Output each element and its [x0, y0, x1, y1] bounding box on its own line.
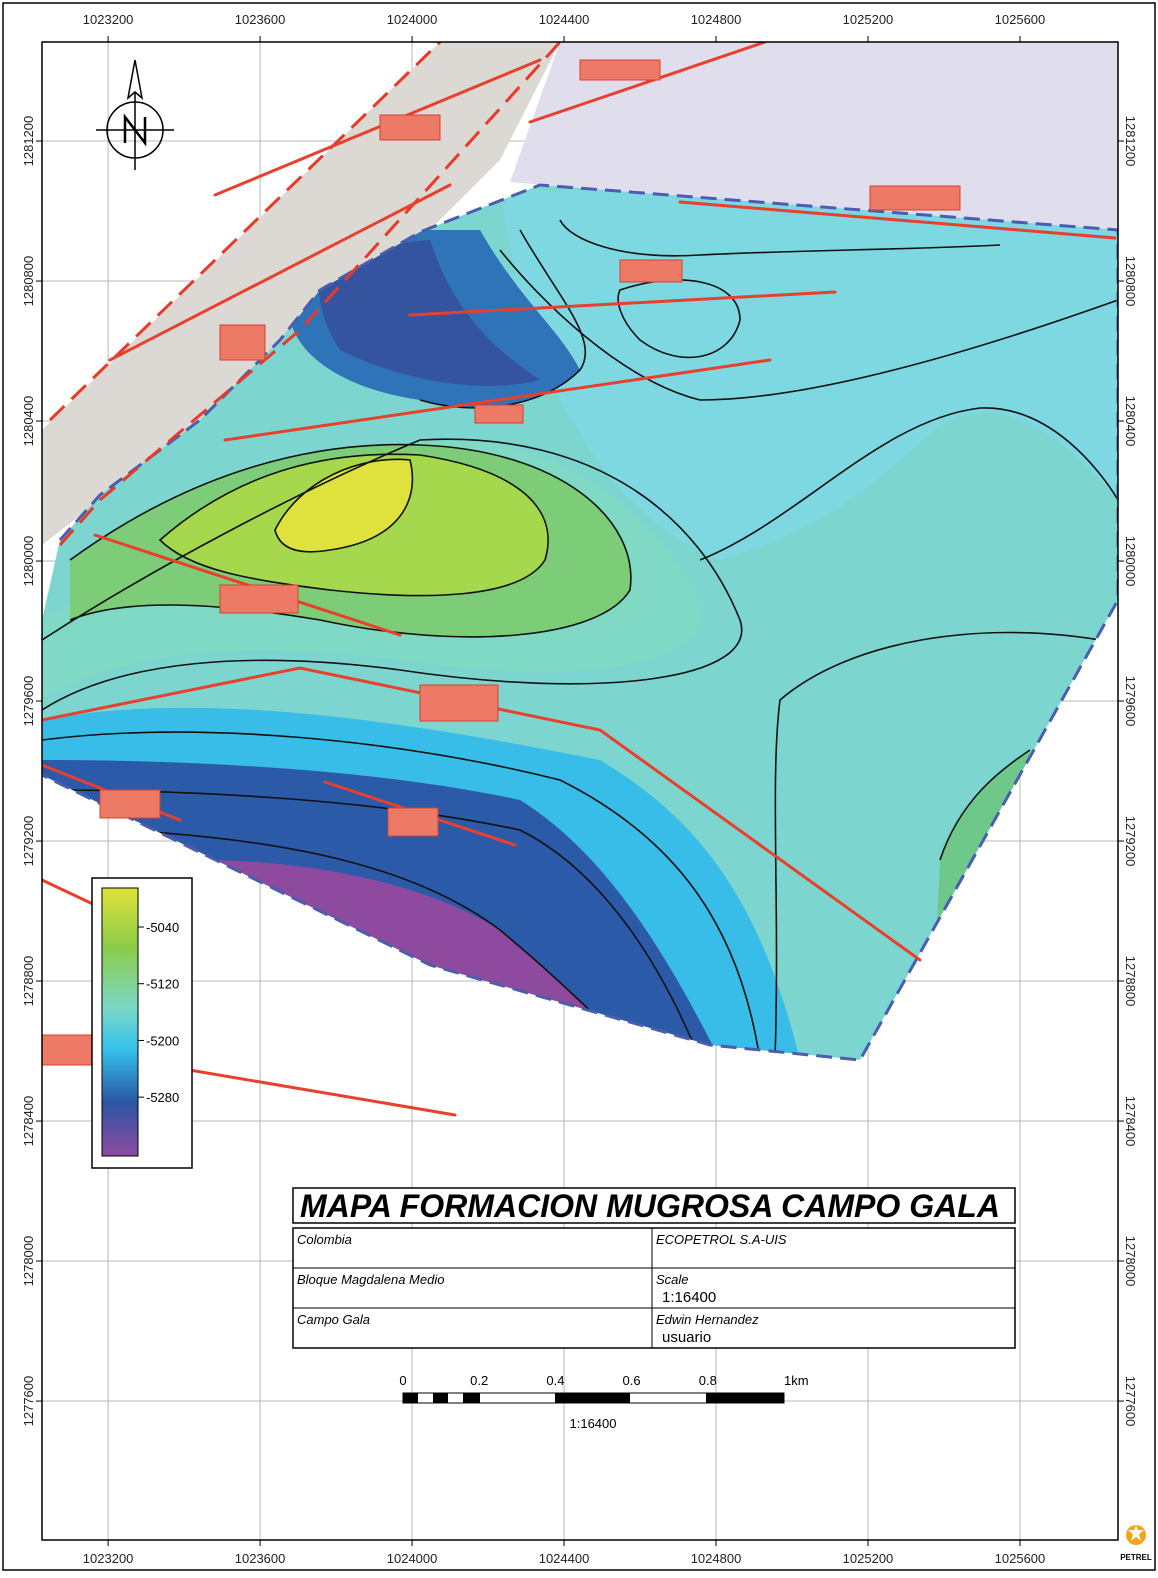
scale-label: 0.6 [623, 1373, 641, 1388]
y-tick-label: 1278400 [21, 1096, 36, 1147]
y-tick-label: 1280000 [21, 536, 36, 587]
colorbar-label: -5200 [146, 1033, 179, 1048]
scale-label: 0.4 [546, 1373, 564, 1388]
y-tick-label: 1279600 [21, 676, 36, 727]
y-tick-label: 1278800 [1123, 956, 1138, 1007]
map-content [42, 42, 1118, 1115]
y-tick-label: 1280000 [1123, 536, 1138, 587]
scale-label: 0.8 [699, 1373, 717, 1388]
x-tick-label: 1024400 [539, 12, 590, 27]
scale-label: 0 [399, 1373, 406, 1388]
scale-label: 1km [784, 1373, 809, 1388]
x-tick-label: 1024000 [387, 1551, 438, 1566]
scale-bar: 1:16400 0 0.2 0.4 0.6 0.8 1km [399, 1373, 808, 1431]
x-tick-label: 1023600 [235, 12, 286, 27]
y-tick-label: 1280800 [21, 256, 36, 307]
colorbar-label: -5120 [146, 977, 179, 992]
logo: PETREL [1120, 1525, 1152, 1562]
x-tick-label: 1025200 [843, 1551, 894, 1566]
x-tick-label: 1023200 [83, 12, 134, 27]
scale-label: 0.2 [470, 1373, 488, 1388]
logo-text: PETREL [1120, 1553, 1152, 1562]
map-title: MAPA FORMACION MUGROSA CAMPO GALA [300, 1188, 1000, 1224]
map-page: -5040 -5120 -5200 -5280 MAPA FORMACION MUGR… [0, 0, 1158, 1573]
x-tick-label: 1024800 [691, 1551, 742, 1566]
x-tick-label: 1025600 [995, 1551, 1046, 1566]
x-tick-label: 1023600 [235, 1551, 286, 1566]
y-tick-label: 1280400 [21, 396, 36, 447]
y-tick-label: 1278800 [21, 956, 36, 1007]
y-tick-label: 1278400 [1123, 1096, 1138, 1147]
y-tick-label: 1280800 [1123, 256, 1138, 307]
table-cell: Bloque Magdalena Medio [297, 1272, 444, 1287]
info-table: MAPA FORMACION MUGROSA CAMPO GALA Colomb… [293, 1188, 1015, 1348]
colorbar-label: -5040 [146, 920, 179, 935]
x-tick-label: 1023200 [83, 1551, 134, 1566]
x-tick-label: 1024400 [539, 1551, 590, 1566]
y-tick-label: 1281200 [21, 116, 36, 167]
y-tick-label: 1281200 [1123, 116, 1138, 167]
table-cell: usuario [662, 1329, 711, 1346]
scale-ratio: 1:16400 [570, 1416, 617, 1431]
x-tick-label: 1025600 [995, 12, 1046, 27]
colorbar-label: -5280 [146, 1090, 179, 1105]
y-tick-label: 1277600 [1123, 1376, 1138, 1427]
y-tick-label: 1279600 [1123, 676, 1138, 727]
y-tick-label: 1279200 [1123, 816, 1138, 867]
y-tick-label: 1280400 [1123, 396, 1138, 447]
y-tick-label: 1278000 [1123, 1236, 1138, 1287]
table-cell: Colombia [297, 1232, 352, 1247]
y-tick-label: 1278000 [21, 1236, 36, 1287]
table-cell: ECOPETROL S.A-UIS [656, 1232, 787, 1247]
y-tick-label: 1279200 [21, 816, 36, 867]
y-tick-label: 1277600 [21, 1376, 36, 1427]
table-cell: Campo Gala [297, 1312, 370, 1327]
x-tick-label: 1025200 [843, 12, 894, 27]
table-cell: 1:16400 [662, 1289, 716, 1306]
x-tick-label: 1024000 [387, 12, 438, 27]
table-cell: Scale [656, 1272, 689, 1287]
x-tick-label: 1024800 [691, 12, 742, 27]
table-cell: Edwin Hernandez [656, 1312, 759, 1327]
